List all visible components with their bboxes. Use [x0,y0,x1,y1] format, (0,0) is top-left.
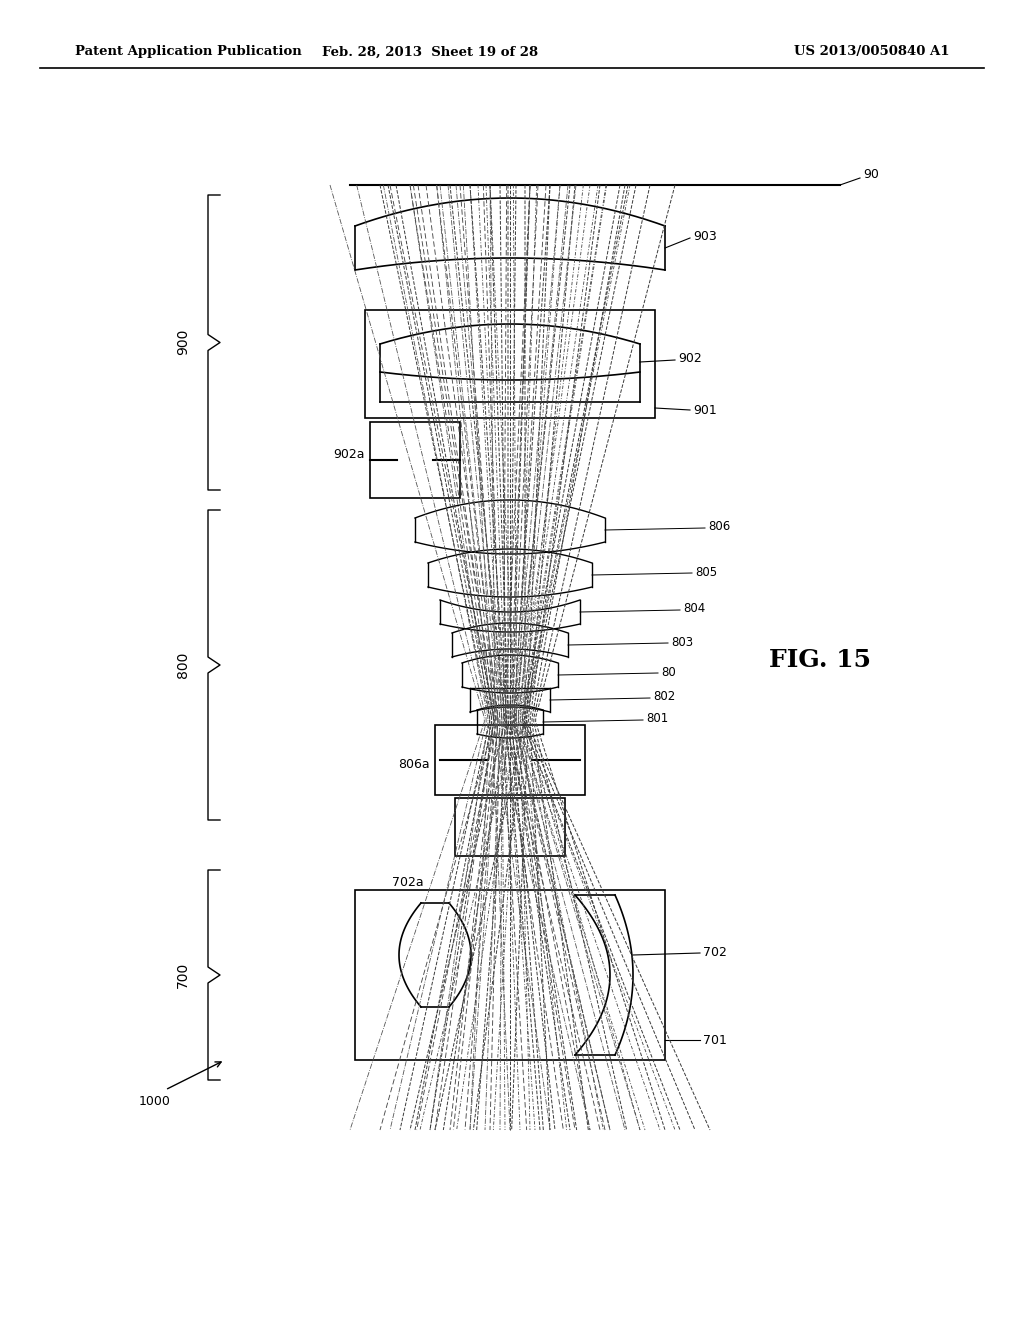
Text: 80: 80 [662,665,676,678]
Text: 805: 805 [695,565,717,578]
Bar [435,725,585,795]
Text: US 2013/0050840 A1: US 2013/0050840 A1 [795,45,950,58]
Bar [455,799,565,855]
Text: 900: 900 [176,329,190,355]
Text: 902a: 902a [334,449,365,462]
Text: 803: 803 [671,635,693,648]
Text: 701: 701 [703,1034,727,1047]
Text: 901: 901 [693,404,717,417]
Text: 90: 90 [863,169,879,181]
Bar [355,890,665,1060]
Text: FIG. 15: FIG. 15 [769,648,871,672]
Text: 802: 802 [653,690,675,704]
Text: 1000: 1000 [139,1096,171,1107]
Text: Feb. 28, 2013  Sheet 19 of 28: Feb. 28, 2013 Sheet 19 of 28 [322,45,538,58]
Bar [365,310,655,418]
Text: 806a: 806a [398,759,430,771]
Text: 903: 903 [693,230,717,243]
Text: 702a: 702a [392,876,424,890]
Text: 800: 800 [176,652,190,678]
Text: Patent Application Publication: Patent Application Publication [75,45,302,58]
Text: 700: 700 [176,962,190,989]
Text: 804: 804 [683,602,706,615]
Bar [370,422,460,498]
Text: 801: 801 [646,713,669,726]
Text: 902: 902 [678,351,701,364]
Text: 806: 806 [708,520,730,533]
Text: 702: 702 [703,946,727,960]
